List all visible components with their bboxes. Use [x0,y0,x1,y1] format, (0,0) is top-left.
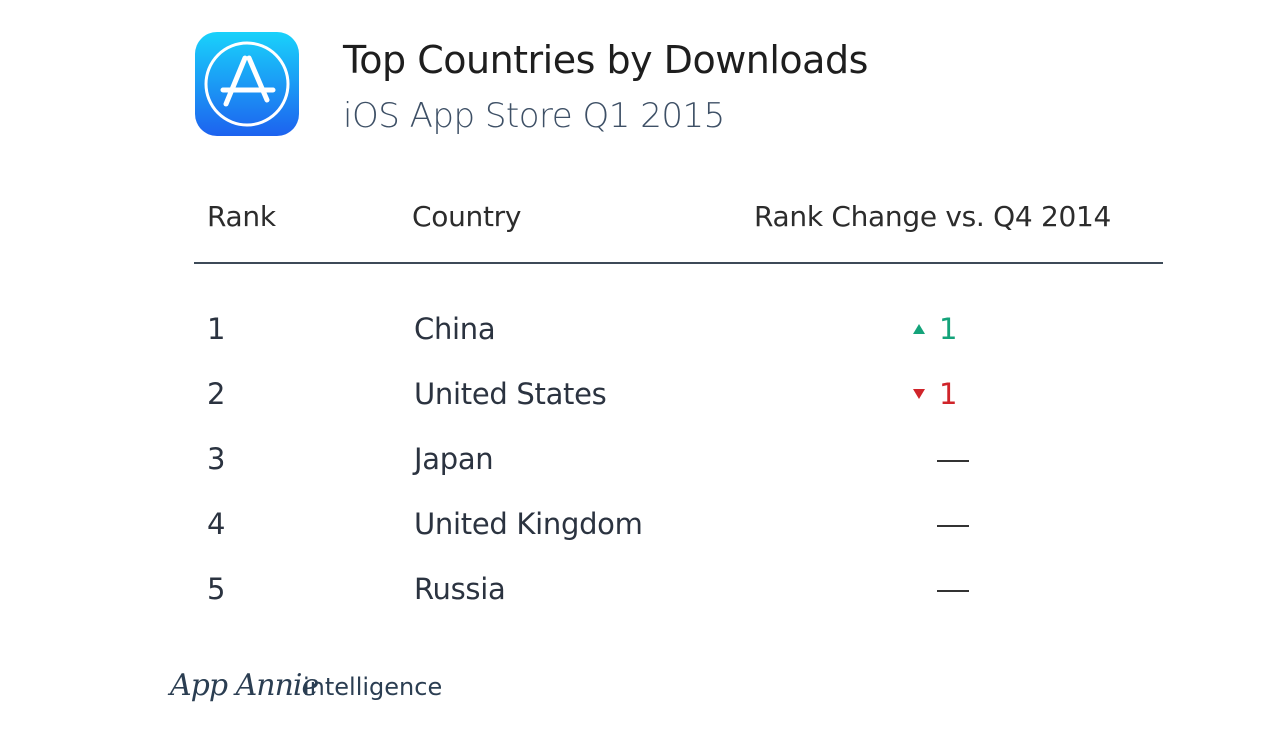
column-header-rank: Rank [207,200,276,233]
page-title: Top Countries by Downloads [343,38,868,82]
rank-change-value: 1 [939,312,958,346]
column-header-country: Country [412,200,522,233]
logo-tagline: intelligence [303,673,443,701]
arrow-down-icon [913,389,925,399]
country-cell: United States [414,377,607,411]
rank-cell: 3 [207,442,226,476]
column-header-rank-change: Rank Change vs. Q4 2014 [754,200,1112,233]
country-cell: China [414,312,496,346]
rank-cell: 5 [207,572,226,606]
rank-cell: 4 [207,507,226,541]
page-subtitle: iOS App Store Q1 2015 [343,96,725,136]
rank-change-cell: 1 [913,312,957,346]
arrow-up-icon [913,324,925,334]
app-store-icon [195,32,299,136]
app-annie-logo: App Annie [170,668,319,703]
rank-change-value: 1 [939,377,958,411]
rank-change-cell: 1 [913,377,957,411]
no-change-dash: — [937,460,969,462]
rank-cell: 2 [207,377,226,411]
country-cell: United Kingdom [414,507,643,541]
no-change-dash: — [937,525,969,527]
header-divider [194,262,1163,264]
country-cell: Russia [414,572,506,606]
country-cell: Japan [414,442,494,476]
no-change-dash: — [937,590,969,592]
rank-cell: 1 [207,312,226,346]
